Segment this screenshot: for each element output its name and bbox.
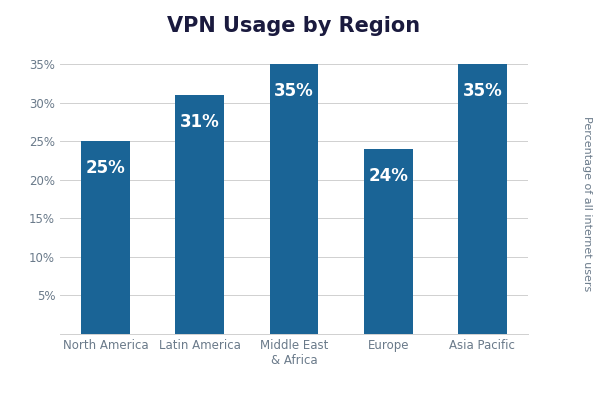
Bar: [458, 64, 507, 334]
Text: 35%: 35%: [274, 82, 314, 100]
Text: 24%: 24%: [368, 167, 408, 185]
Text: Percentage of all internet users: Percentage of all internet users: [582, 116, 592, 291]
Bar: [364, 149, 413, 334]
Text: 25%: 25%: [86, 159, 125, 177]
Text: 35%: 35%: [463, 82, 502, 100]
Bar: [81, 141, 130, 334]
Bar: [269, 64, 319, 334]
Bar: [175, 95, 224, 334]
Title: VPN Usage by Region: VPN Usage by Region: [167, 16, 421, 36]
Text: 31%: 31%: [180, 113, 220, 131]
